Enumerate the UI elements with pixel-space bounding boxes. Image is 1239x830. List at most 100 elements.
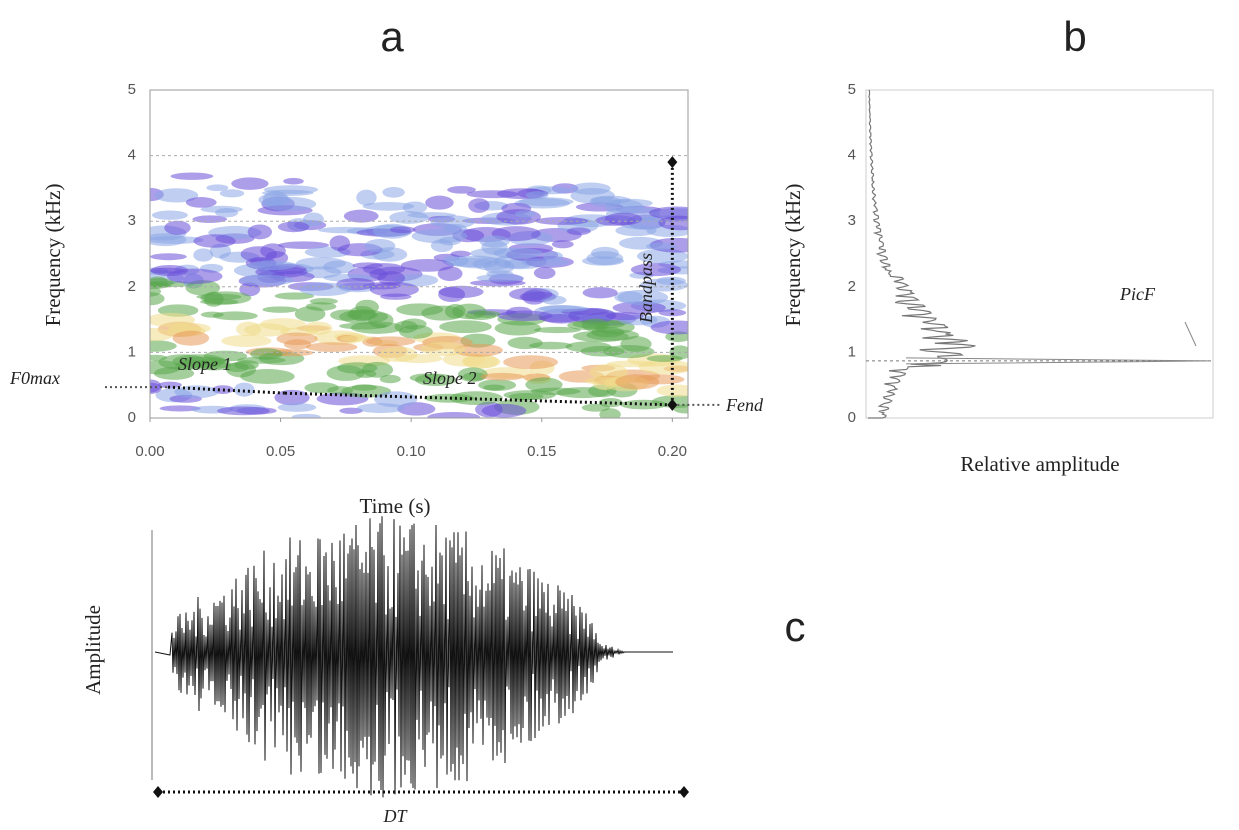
spectrogram-cell <box>615 374 660 390</box>
spectrogram-cell <box>389 226 416 234</box>
spectrogram-cell <box>525 191 549 200</box>
spectrogram-cell <box>193 248 214 262</box>
spectrogram-cell <box>150 327 174 342</box>
spectrogram-cell <box>399 324 433 339</box>
spectrogram-cell <box>437 266 463 282</box>
spectrogram-cell <box>630 263 681 277</box>
spectrogram-cell <box>468 198 490 213</box>
annotation: PicF <box>1119 284 1156 304</box>
y-tick-label: 3 <box>128 212 136 229</box>
spectrogram-cell <box>389 211 429 224</box>
spectrogram-cell <box>306 342 358 352</box>
picf-arrow <box>1184 321 1197 347</box>
spectrogram-cell <box>150 281 171 290</box>
spectrogram-cell <box>215 208 239 218</box>
spectrogram-cell <box>296 257 346 270</box>
spectrogram-cell <box>185 197 217 208</box>
spectrogram-cell <box>150 382 162 394</box>
spectrogram-cell <box>250 348 283 360</box>
spectrogram-cell <box>450 250 471 258</box>
spectrogram-cell <box>291 413 321 418</box>
spectrogram-cell <box>582 256 625 266</box>
spectrogram-cell <box>402 201 428 214</box>
panel-label: b <box>1063 13 1086 60</box>
y-tick-label: 5 <box>848 81 856 98</box>
annotation: DT <box>382 806 408 826</box>
spectrogram-cell <box>364 238 396 253</box>
spectrogram-cell <box>150 360 181 375</box>
spectrogram-cell <box>157 381 182 389</box>
spectrogram-cell <box>520 258 570 267</box>
spectrogram-cell <box>369 281 419 297</box>
spectrogram-cell <box>277 241 330 249</box>
spectrogram-cell <box>658 215 688 231</box>
spectrogram-cell <box>452 255 500 269</box>
spectrogram-cell <box>247 260 296 271</box>
y-tick-label: 1 <box>848 343 856 360</box>
spectrogram-cell <box>343 209 379 223</box>
spectrogram-cell <box>414 373 457 387</box>
spectrogram-cell <box>382 186 405 198</box>
spectrogram-cell <box>503 390 556 401</box>
spectrogram-cell <box>639 278 688 292</box>
spectrogram-cell <box>240 369 295 384</box>
spectrogram-cell <box>159 405 201 412</box>
spectrogram-cell <box>438 285 484 299</box>
spectrogram-cell <box>591 327 625 338</box>
y-axis-label: Frequency (kHz) <box>781 184 805 327</box>
spectrogram-cell <box>299 282 352 296</box>
spectrogram-cell <box>447 185 476 194</box>
spectrogram-cell <box>339 322 388 330</box>
spectrogram-cell <box>166 268 223 284</box>
spectrogram-cell <box>615 224 657 237</box>
annotation: Slope 2 <box>423 368 477 388</box>
spectrogram-cell <box>304 382 339 394</box>
spectrogram-cell <box>379 374 401 384</box>
spectrogram-cell <box>425 195 454 210</box>
spectrogram-cell <box>259 318 306 331</box>
y-tick-label: 4 <box>848 147 856 164</box>
spectrogram-cell <box>151 210 188 220</box>
y-tick-label: 5 <box>128 81 136 98</box>
x-tick-label: 0.20 <box>658 443 687 460</box>
spectrogram-cell <box>305 302 337 311</box>
spectrogram-cell <box>457 367 488 382</box>
panel-label: a <box>380 13 404 60</box>
spectrogram-cell <box>303 212 324 227</box>
spectrogram-cell <box>400 258 454 272</box>
spectrogram-cell <box>650 320 688 335</box>
spectrogram-cell <box>219 189 245 198</box>
spectrogram-cell <box>174 385 219 399</box>
x-tick-label: 0.15 <box>527 443 556 460</box>
spectrogram-cell <box>196 293 242 300</box>
spectrogram-cell <box>362 201 415 211</box>
spectrogram-cell <box>150 236 204 244</box>
spectrogram-cell <box>617 289 669 306</box>
spectrogram-cell <box>150 292 165 306</box>
spectrogram-cell <box>362 263 406 275</box>
spectrum-curve <box>868 89 976 419</box>
spectrogram-cell <box>525 377 563 393</box>
spectrogram-cell <box>533 326 581 334</box>
spectrogram-cell <box>150 340 177 352</box>
waveform <box>154 516 673 798</box>
spectrogram-cell <box>262 191 288 206</box>
spectrogram-cell <box>551 240 574 249</box>
spectrogram-cell <box>567 320 608 330</box>
spectrogram-cell <box>602 344 655 359</box>
spectrogram-cell <box>481 403 527 418</box>
spectrogram-cell <box>239 274 294 286</box>
spectrogram-cell <box>570 182 611 195</box>
plot-frame <box>865 89 1214 419</box>
spectrogram-cell <box>274 292 315 300</box>
annotation: Fend <box>725 395 764 415</box>
spectrogram-cell <box>507 336 543 350</box>
spectrogram-cell <box>651 395 688 408</box>
y-tick-label: 0 <box>128 409 136 426</box>
annotation: Slope 1 <box>178 354 232 374</box>
spectrogram-cell <box>420 341 466 357</box>
spectrogram-cell <box>479 235 510 248</box>
x-tick-label: 0.00 <box>135 443 164 460</box>
y-tick-label: 2 <box>848 278 856 295</box>
